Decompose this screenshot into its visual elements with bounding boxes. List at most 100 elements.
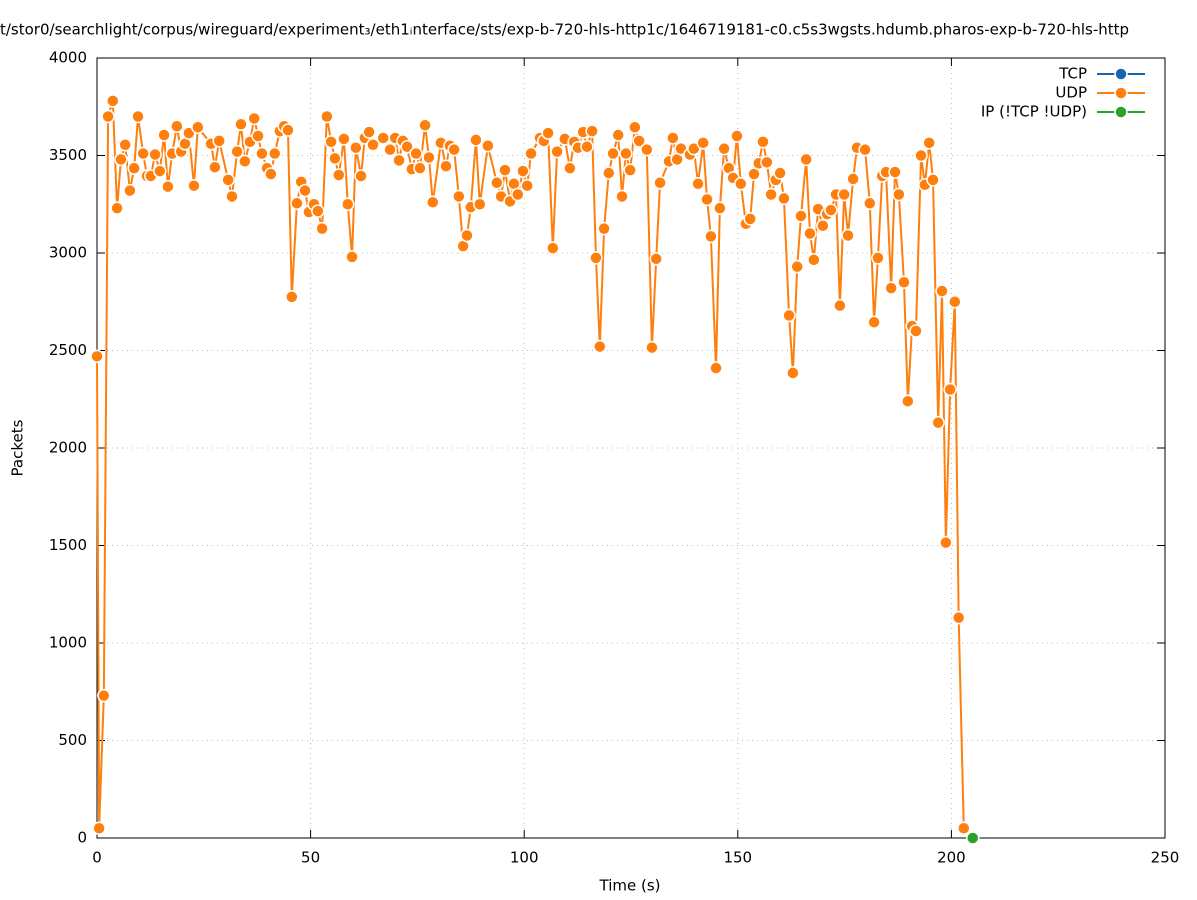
data-point xyxy=(794,209,808,223)
y-tick-label: 500 xyxy=(58,731,87,749)
y-tick-label: 1000 xyxy=(49,634,87,652)
data-point xyxy=(161,179,175,194)
data-point xyxy=(884,281,898,295)
data-point xyxy=(589,251,603,265)
data-point xyxy=(376,131,390,145)
data-point xyxy=(315,221,329,236)
data-point xyxy=(897,275,911,289)
data-point xyxy=(208,160,222,174)
data-point xyxy=(439,159,453,173)
data-point xyxy=(632,134,646,148)
y-tick-label: 2500 xyxy=(49,341,87,359)
legend-marker xyxy=(1114,67,1128,81)
data-point xyxy=(148,147,162,162)
y-tick-label: 0 xyxy=(77,829,87,847)
data-point xyxy=(696,136,710,150)
data-point xyxy=(187,178,201,193)
x-tick-label: 0 xyxy=(92,849,102,867)
data-point xyxy=(354,169,368,183)
data-point xyxy=(777,191,791,206)
data-point xyxy=(362,125,376,139)
data-point xyxy=(452,189,466,204)
data-point xyxy=(511,187,525,202)
data-point xyxy=(400,139,414,154)
y-tick-label: 3000 xyxy=(49,244,87,262)
data-point xyxy=(803,226,817,241)
data-point xyxy=(255,146,269,161)
data-point xyxy=(871,251,885,265)
data-point xyxy=(447,142,461,157)
data-point xyxy=(101,109,115,124)
data-point xyxy=(841,228,855,243)
x-axis-label: Time (s) xyxy=(599,877,661,895)
data-point xyxy=(623,163,637,177)
data-point xyxy=(324,135,338,149)
data-point xyxy=(602,166,616,180)
data-point xyxy=(833,298,847,313)
data-point xyxy=(760,155,774,170)
data-point xyxy=(127,161,141,175)
data-point xyxy=(939,535,953,550)
data-point xyxy=(230,144,244,159)
data-point xyxy=(846,172,860,186)
data-point xyxy=(490,176,504,190)
data-point xyxy=(247,111,261,126)
data-point xyxy=(221,173,235,187)
data-point xyxy=(114,152,128,167)
data-point xyxy=(170,119,184,133)
data-point xyxy=(92,821,106,835)
data-point xyxy=(409,146,423,161)
data-point xyxy=(611,128,625,142)
data-point xyxy=(110,201,124,215)
data-point xyxy=(704,229,718,244)
data-point xyxy=(756,135,770,149)
data-point xyxy=(606,146,620,161)
data-point xyxy=(281,123,295,137)
data-point xyxy=(743,212,757,226)
data-point xyxy=(118,138,132,152)
data-point xyxy=(580,139,594,154)
data-point xyxy=(481,139,495,153)
chart-title: t/stor0/searchlight/corpus/wireguard/exp… xyxy=(0,21,1129,39)
data-point xyxy=(943,382,957,397)
data-point xyxy=(349,140,363,155)
data-point xyxy=(593,339,607,354)
data-point xyxy=(422,150,436,165)
data-point xyxy=(951,610,966,625)
data-point xyxy=(713,201,727,215)
data-point xyxy=(136,146,150,161)
data-point xyxy=(460,228,474,243)
x-tick-label: 200 xyxy=(937,849,966,867)
data-point xyxy=(90,349,104,364)
x-tick-label: 150 xyxy=(723,849,752,867)
data-point xyxy=(290,196,304,211)
data-point xyxy=(106,94,120,108)
y-tick-label: 1500 xyxy=(49,536,87,554)
y-axis-label: Packets xyxy=(9,419,27,476)
data-point xyxy=(790,259,804,274)
data-point xyxy=(524,146,538,161)
y-tick-label: 2000 xyxy=(49,439,87,457)
data-point xyxy=(892,187,906,202)
data-point xyxy=(298,183,312,198)
data-point xyxy=(251,129,265,143)
data-point xyxy=(328,151,342,166)
data-point xyxy=(957,821,971,835)
data-point xyxy=(931,415,945,430)
data-point xyxy=(383,142,397,157)
data-point xyxy=(550,144,564,159)
x-tick-label: 50 xyxy=(301,849,320,867)
data-point xyxy=(824,203,838,217)
data-point xyxy=(191,120,205,134)
data-point xyxy=(341,197,355,211)
data-point xyxy=(366,138,380,152)
data-point xyxy=(837,187,851,202)
data-point xyxy=(909,324,923,338)
data-point xyxy=(807,253,821,267)
data-point xyxy=(691,177,705,191)
data-point xyxy=(332,168,346,182)
data-point xyxy=(585,124,599,138)
data-point xyxy=(773,166,787,180)
